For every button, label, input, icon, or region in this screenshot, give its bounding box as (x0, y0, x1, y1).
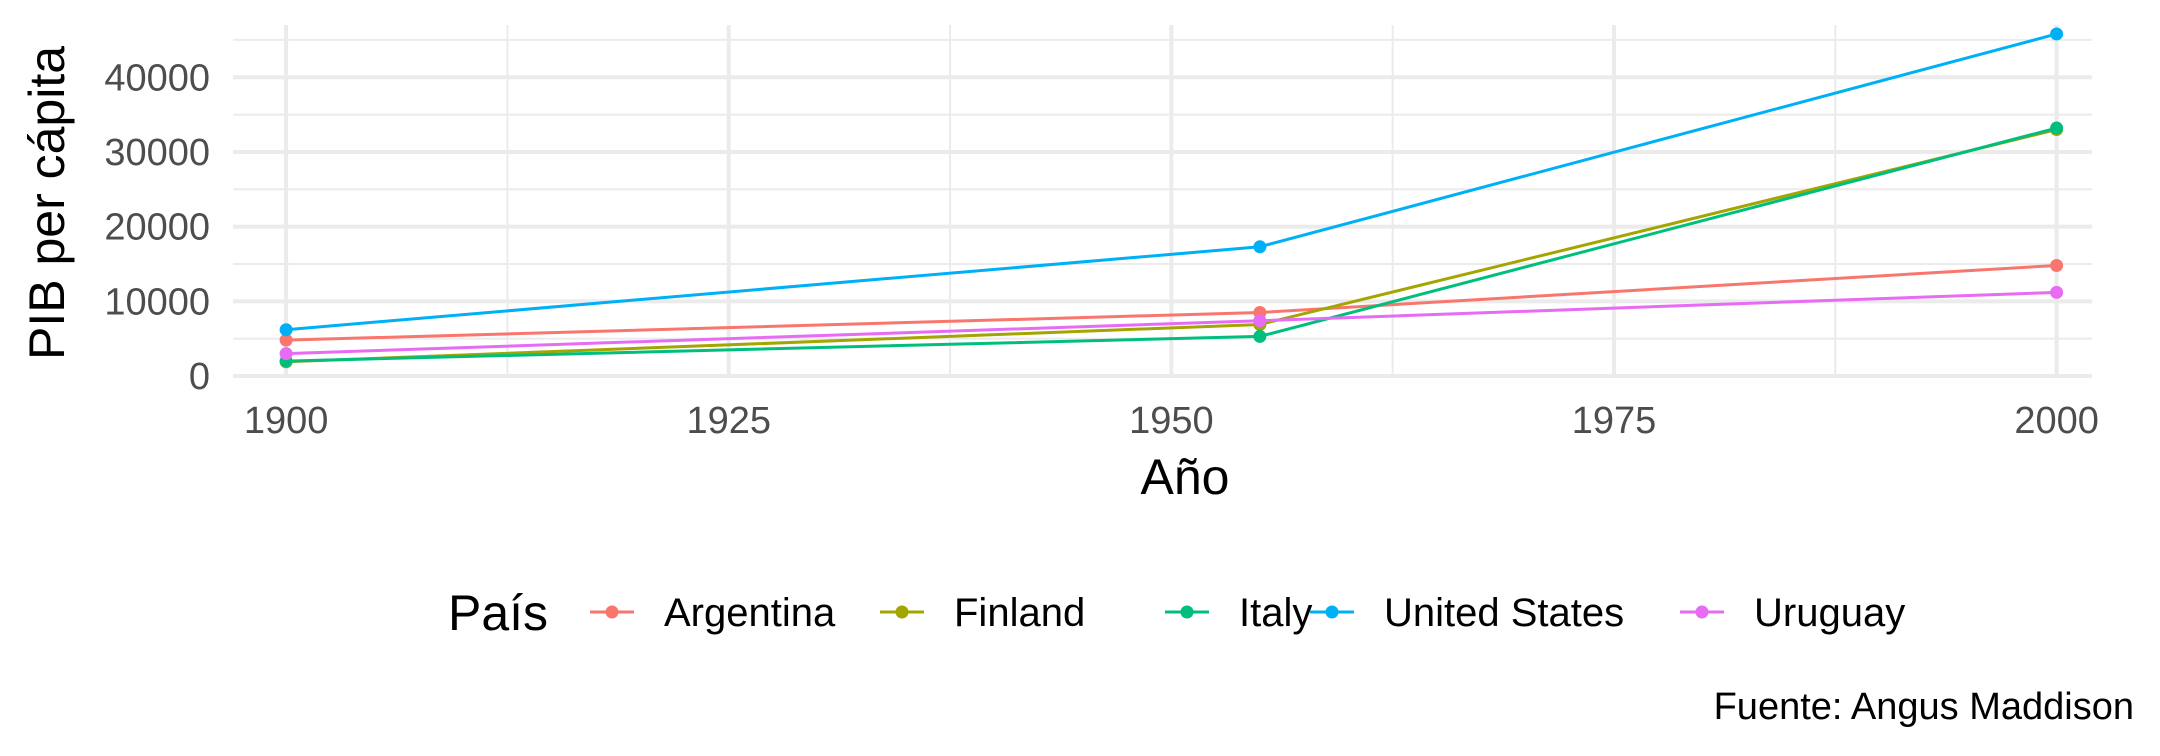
x-tick-label: 1975 (1572, 400, 1657, 442)
data-point-italy (2050, 121, 2064, 135)
data-point-uruguay (279, 347, 293, 361)
x-axis-tick-labels: 1900 1925 1950 1975 2000 (244, 400, 2099, 442)
series-layer (279, 27, 2064, 369)
y-tick-label: 20000 (104, 207, 210, 249)
data-point-united-states (1253, 240, 1267, 254)
legend-key-point-finland (895, 605, 909, 619)
data-point-uruguay (2050, 285, 2064, 299)
legend: País Argentina Finland Italy United States U… (448, 585, 1905, 641)
data-point-italy (1253, 329, 1267, 343)
legend-key-point-united-states (1325, 605, 1339, 619)
legend-label-finland: Finland (954, 591, 1085, 635)
y-tick-label: 10000 (104, 281, 210, 323)
data-point-uruguay (1253, 314, 1267, 328)
legend-label-argentina: Argentina (664, 591, 836, 635)
legend-key-point-uruguay (1695, 605, 1709, 619)
y-tick-label: 0 (189, 356, 210, 398)
data-point-argentina (2050, 258, 2064, 272)
legend-label-united-states: United States (1384, 591, 1624, 635)
legend-label-italy: Italy (1239, 591, 1312, 635)
data-point-argentina (279, 333, 293, 347)
legend-title: País (448, 585, 548, 641)
chart-caption: Fuente: Angus Maddison (1714, 686, 2134, 728)
legend-key-point-italy (1180, 605, 1194, 619)
major-gridlines (233, 25, 2092, 378)
data-point-united-states (2050, 27, 2064, 41)
x-axis-title: Año (1141, 449, 1230, 505)
y-axis-tick-labels: 0 10000 20000 30000 40000 (104, 57, 210, 398)
y-tick-label: 30000 (104, 132, 210, 174)
x-tick-label: 1950 (1129, 400, 1214, 442)
x-tick-label: 2000 (2014, 400, 2099, 442)
legend-key-point-argentina (605, 605, 619, 619)
x-tick-label: 1900 (244, 400, 329, 442)
x-tick-label: 1925 (686, 400, 771, 442)
y-tick-label: 40000 (104, 57, 210, 99)
data-point-united-states (279, 323, 293, 337)
legend-label-uruguay: Uruguay (1754, 591, 1905, 635)
y-axis-title: PIB per cápita (19, 46, 75, 360)
